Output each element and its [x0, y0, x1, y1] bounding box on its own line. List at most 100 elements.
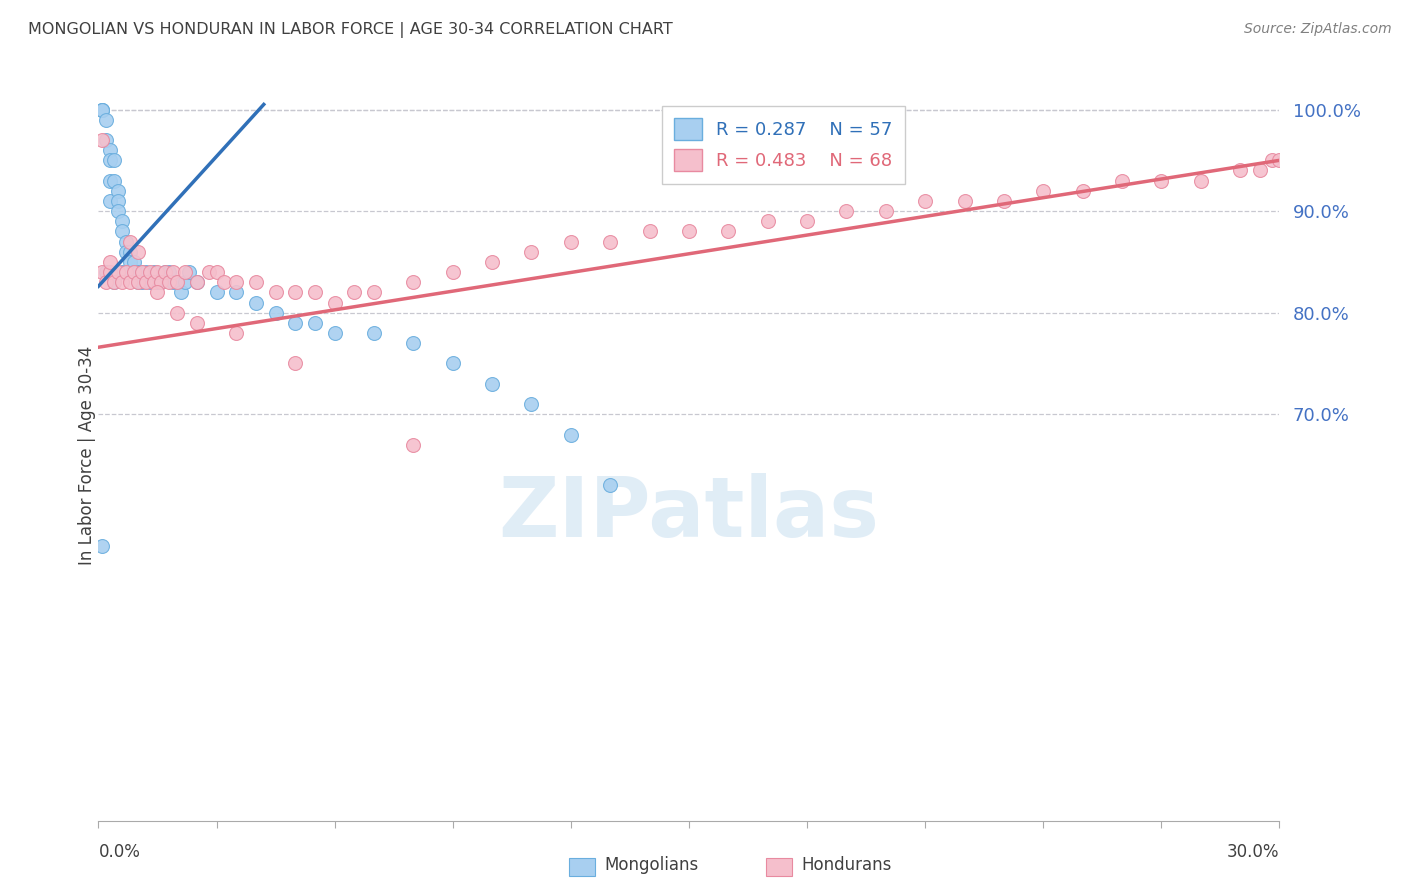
Point	[197, 265, 219, 279]
Point	[91, 103, 114, 117]
Point	[115, 265, 138, 279]
Text: ZIPatlas: ZIPatlas	[499, 473, 879, 554]
Point	[91, 103, 114, 117]
Point	[138, 275, 160, 289]
Point	[174, 265, 197, 279]
Point	[953, 194, 976, 208]
Point	[107, 204, 129, 219]
Point	[174, 275, 197, 289]
Point	[245, 275, 267, 289]
Point	[146, 285, 169, 300]
Point	[91, 265, 114, 279]
Point	[1071, 184, 1094, 198]
Point	[155, 265, 177, 279]
Point	[599, 235, 621, 249]
Point	[796, 214, 818, 228]
Point	[91, 539, 114, 553]
Point	[127, 275, 149, 289]
Point	[91, 133, 114, 147]
Text: Source: ZipAtlas.com: Source: ZipAtlas.com	[1244, 22, 1392, 37]
Point	[103, 275, 125, 289]
Point	[118, 235, 141, 249]
Point	[96, 133, 118, 147]
Point	[186, 275, 208, 289]
Text: 30.0%: 30.0%	[1227, 843, 1279, 861]
Point	[127, 275, 149, 289]
Point	[166, 306, 188, 320]
Point	[127, 244, 149, 259]
Point	[103, 153, 125, 168]
Point	[122, 255, 145, 269]
Point	[186, 316, 208, 330]
Point	[111, 275, 134, 289]
Point	[560, 427, 582, 442]
Point	[98, 255, 121, 269]
Point	[91, 103, 114, 117]
Legend: R = 0.287    N = 57, R = 0.483    N = 68: R = 0.287 N = 57, R = 0.483 N = 68	[662, 105, 905, 184]
Point	[131, 265, 153, 279]
Point	[441, 265, 464, 279]
Point	[264, 285, 287, 300]
Point	[520, 244, 543, 259]
Point	[402, 275, 425, 289]
Point	[363, 285, 385, 300]
Point	[186, 275, 208, 289]
Point	[131, 265, 153, 279]
Point	[157, 275, 180, 289]
Text: Mongolians: Mongolians	[605, 856, 699, 874]
Point	[323, 295, 346, 310]
Point	[284, 316, 307, 330]
Point	[638, 224, 661, 238]
Point	[98, 194, 121, 208]
Point	[107, 194, 129, 208]
Point	[560, 235, 582, 249]
Point	[402, 336, 425, 351]
Point	[225, 326, 247, 340]
Point	[402, 438, 425, 452]
Point	[481, 255, 503, 269]
Point	[138, 265, 160, 279]
Point	[1189, 173, 1212, 187]
Point	[441, 356, 464, 371]
Point	[111, 265, 134, 279]
Point	[914, 194, 936, 208]
Point	[98, 153, 121, 168]
Point	[96, 265, 118, 279]
Point	[131, 275, 153, 289]
Point	[1032, 184, 1054, 198]
Point	[122, 265, 145, 279]
Point	[225, 275, 247, 289]
Point	[166, 275, 188, 289]
Point	[1111, 173, 1133, 187]
Point	[162, 265, 184, 279]
Point	[245, 295, 267, 310]
Point	[875, 204, 897, 219]
Point	[520, 397, 543, 411]
Point	[111, 224, 134, 238]
Point	[98, 143, 121, 157]
Point	[1268, 153, 1291, 168]
Point	[146, 265, 169, 279]
Text: MONGOLIAN VS HONDURAN IN LABOR FORCE | AGE 30-34 CORRELATION CHART: MONGOLIAN VS HONDURAN IN LABOR FORCE | A…	[28, 22, 673, 38]
Point	[304, 285, 326, 300]
Point	[214, 275, 236, 289]
Point	[155, 265, 177, 279]
Point	[205, 265, 228, 279]
Point	[150, 275, 173, 289]
Point	[157, 265, 180, 279]
Point	[135, 265, 157, 279]
Point	[135, 275, 157, 289]
Point	[205, 285, 228, 300]
Point	[993, 194, 1015, 208]
Point	[146, 275, 169, 289]
Point	[284, 285, 307, 300]
Point	[98, 265, 121, 279]
Point	[127, 265, 149, 279]
Point	[142, 275, 165, 289]
Point	[284, 356, 307, 371]
Point	[96, 275, 118, 289]
Point	[170, 285, 193, 300]
Point	[98, 173, 121, 187]
Point	[142, 265, 165, 279]
Point	[115, 244, 138, 259]
